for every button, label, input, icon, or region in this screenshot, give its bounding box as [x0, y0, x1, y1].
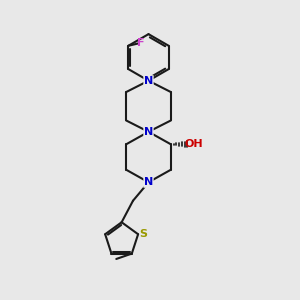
- Text: N: N: [144, 177, 153, 187]
- Polygon shape: [146, 131, 151, 132]
- Text: N: N: [144, 127, 153, 137]
- Text: OH: OH: [185, 139, 203, 149]
- Text: S: S: [139, 229, 147, 239]
- Text: F: F: [137, 38, 145, 48]
- Text: N: N: [144, 76, 153, 86]
